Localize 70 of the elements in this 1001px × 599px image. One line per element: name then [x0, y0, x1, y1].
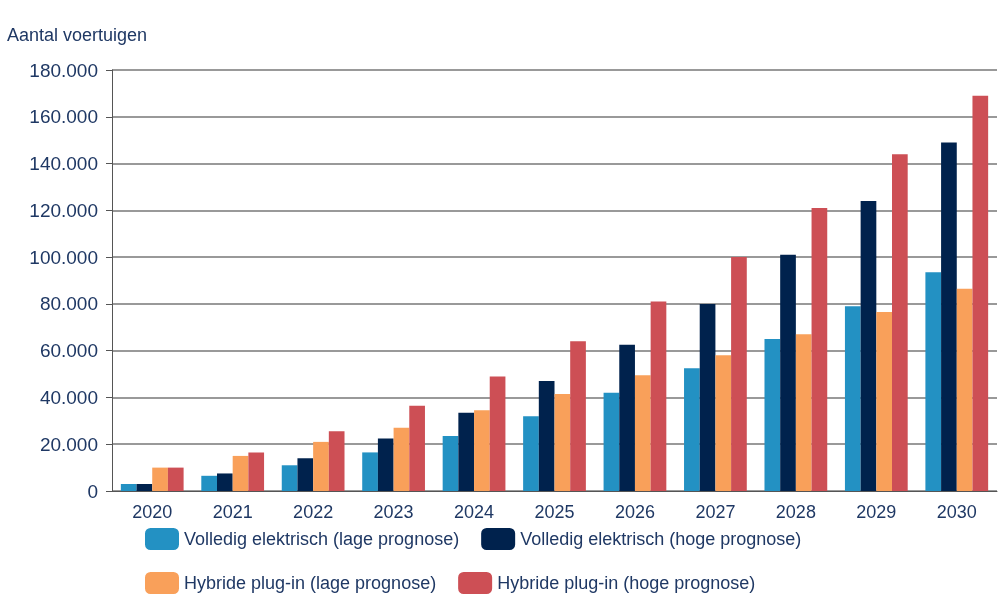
- x-tick-label: 2020: [132, 502, 173, 522]
- bar: [393, 427, 410, 491]
- bar: [474, 410, 490, 491]
- bar: [248, 452, 265, 491]
- bar: [925, 272, 942, 491]
- legend-label: Hybride plug-in (hoge prognose): [497, 573, 756, 593]
- x-tick-label: 2027: [695, 502, 736, 522]
- y-tick-label: 100.000: [29, 246, 98, 268]
- x-tick-label: 2021: [212, 502, 253, 522]
- bar: [795, 334, 812, 491]
- y-tick-label: 140.000: [29, 153, 98, 175]
- x-tick-label: 2026: [614, 502, 655, 522]
- y-tick-label: 180.000: [29, 59, 98, 81]
- bar: [603, 392, 620, 491]
- bar: [409, 405, 425, 491]
- bar: [328, 431, 345, 491]
- bar: [136, 483, 153, 491]
- bar: [362, 452, 378, 491]
- bar: [731, 257, 747, 491]
- x-tick-label: 2023: [373, 502, 414, 522]
- bar: [489, 376, 506, 491]
- bar: [764, 338, 781, 491]
- bar: [538, 381, 555, 491]
- x-tick-label: 2022: [293, 502, 334, 522]
- bar: [956, 288, 973, 491]
- bar: [715, 355, 732, 491]
- bar: [876, 312, 893, 491]
- bar: [844, 306, 861, 491]
- bar: [167, 467, 184, 491]
- y-tick-label: 160.000: [29, 106, 98, 128]
- y-tick-label: 60.000: [39, 340, 98, 362]
- bar: [941, 142, 957, 491]
- bar: [523, 416, 539, 491]
- bar: [232, 455, 249, 491]
- x-tick-label: 2030: [936, 502, 977, 522]
- legend-label: Hybride plug-in (lage prognose): [184, 573, 437, 593]
- bar: [619, 344, 635, 491]
- bar: [442, 436, 459, 491]
- bar: [120, 483, 137, 491]
- bar: [281, 465, 298, 491]
- bar: [152, 467, 168, 491]
- x-tick-label: 2025: [534, 502, 575, 522]
- y-tick-label: 80.000: [39, 293, 98, 315]
- y-tick-label: 120.000: [29, 199, 98, 221]
- x-tick-label: 2028: [775, 502, 816, 522]
- y-tick-label: 40.000: [39, 386, 98, 408]
- bar: [684, 368, 700, 491]
- bar: [554, 393, 571, 491]
- bar: [377, 438, 394, 491]
- y-tick-label: 0: [87, 480, 98, 502]
- bar: [201, 475, 217, 491]
- bar: [860, 200, 877, 491]
- x-tick-label: 2029: [856, 502, 897, 522]
- bar: [570, 341, 586, 491]
- legend-label: Volledig elektrisch (lage prognose): [184, 529, 460, 549]
- y-tick-label: 20.000: [39, 433, 98, 455]
- bar: [634, 375, 651, 491]
- bar: [313, 441, 329, 491]
- bar: [216, 473, 233, 491]
- bar: [811, 207, 828, 491]
- x-tick-label: 2024: [454, 502, 495, 522]
- bar: [458, 412, 475, 491]
- bar: [892, 154, 908, 491]
- bar: [650, 301, 667, 491]
- bar: [699, 303, 716, 491]
- legend-label: Volledig elektrisch (hoge prognose): [520, 529, 802, 549]
- bar: [297, 458, 314, 491]
- y-axis-title: Aantal voertuigen: [7, 25, 148, 45]
- bar: [972, 95, 989, 491]
- bar: [780, 254, 796, 491]
